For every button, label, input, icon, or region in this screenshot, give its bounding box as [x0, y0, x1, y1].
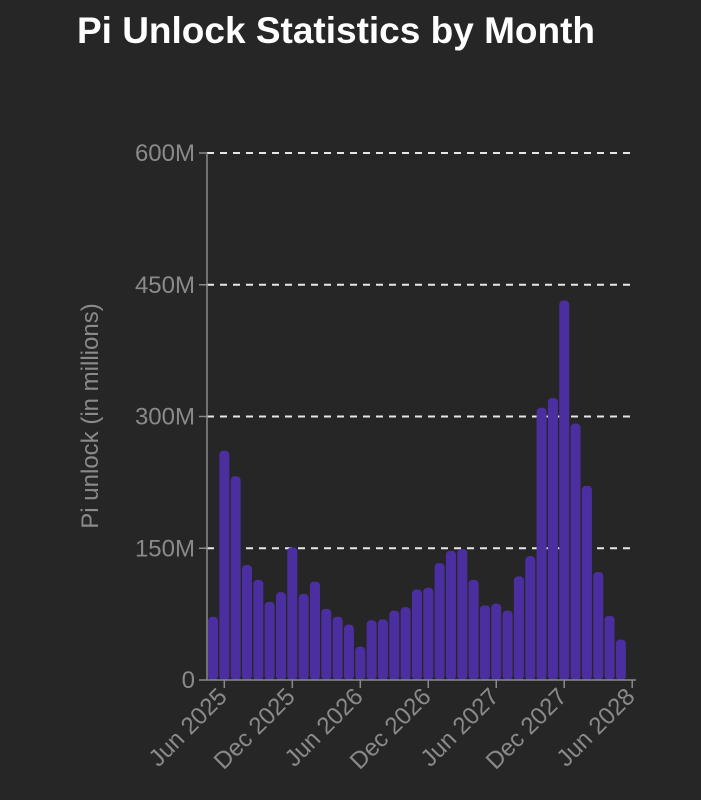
bar	[264, 601, 275, 680]
bar	[445, 550, 456, 680]
y-tick-label: 600M	[135, 140, 195, 167]
bar	[434, 563, 445, 680]
bar	[411, 589, 422, 680]
bar	[615, 639, 626, 680]
bar	[366, 620, 377, 680]
y-tick-label: 450M	[135, 272, 195, 299]
bar	[343, 624, 354, 680]
bar	[536, 407, 547, 680]
bar	[423, 587, 434, 680]
y-axis-label: Pi unlock (in millions)	[77, 303, 104, 528]
bar	[559, 300, 570, 680]
bar	[298, 593, 309, 680]
bar	[525, 556, 536, 680]
bar	[502, 610, 513, 680]
bar	[547, 398, 558, 680]
chart-title: Pi Unlock Statistics by Month	[76, 10, 596, 51]
bar	[491, 603, 502, 680]
bar	[389, 610, 400, 680]
bar	[400, 607, 411, 680]
bar	[604, 615, 615, 680]
y-tick-label: 300M	[135, 404, 195, 431]
bar	[230, 476, 241, 680]
y-tick-label: 150M	[135, 535, 195, 562]
bar	[321, 608, 332, 680]
bar	[513, 576, 524, 680]
bar	[275, 592, 286, 680]
bar	[287, 547, 298, 680]
bar	[309, 581, 320, 680]
bar	[241, 564, 252, 680]
bar	[457, 549, 468, 680]
bar	[468, 579, 479, 680]
bar	[377, 619, 388, 680]
bar	[593, 571, 604, 680]
bar	[479, 605, 490, 680]
bar	[253, 579, 264, 680]
bar	[219, 450, 230, 680]
y-tick-label: 0	[182, 667, 195, 694]
bar	[355, 646, 366, 680]
bar	[332, 616, 343, 680]
bar	[208, 616, 218, 680]
bar	[581, 485, 592, 680]
bar	[570, 423, 581, 680]
